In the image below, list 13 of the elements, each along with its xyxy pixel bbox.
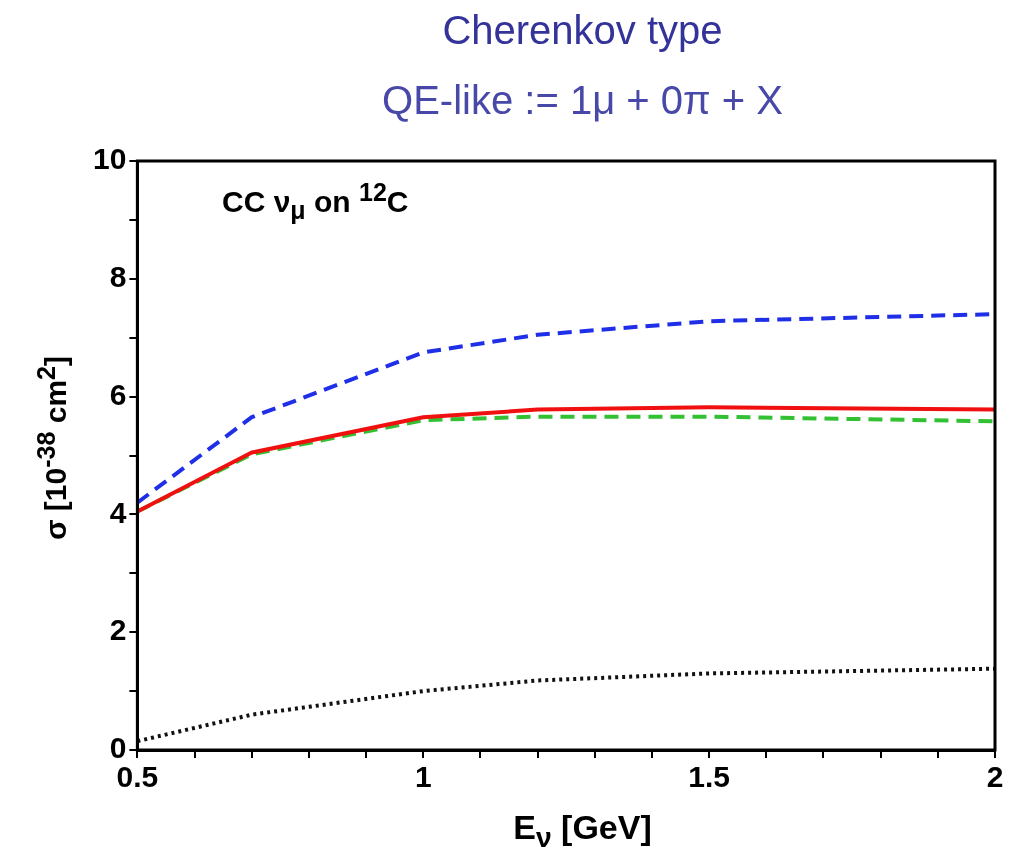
y-tick-label: 2	[109, 613, 127, 647]
line-series	[137, 666, 995, 744]
x-tick-label: 2	[986, 760, 1004, 794]
chart-subtitle: QE-like := 1μ + 0π + X	[381, 78, 784, 123]
x-axis-title: E$_{ν}$ [GeV]	[512, 808, 653, 854]
chart-title: Cherenkov type	[441, 8, 724, 53]
y-tick-label: 10	[92, 142, 127, 176]
x-tick-label: 1	[414, 760, 432, 794]
y-tick-label: 4	[109, 495, 127, 529]
annotation: CC ν$_{μ}$ on $^{12}$C	[222, 178, 409, 225]
y-tick-label: 6	[109, 377, 127, 411]
x-tick-label: 1.5	[688, 760, 730, 794]
y-tick-label: 8	[109, 260, 127, 294]
